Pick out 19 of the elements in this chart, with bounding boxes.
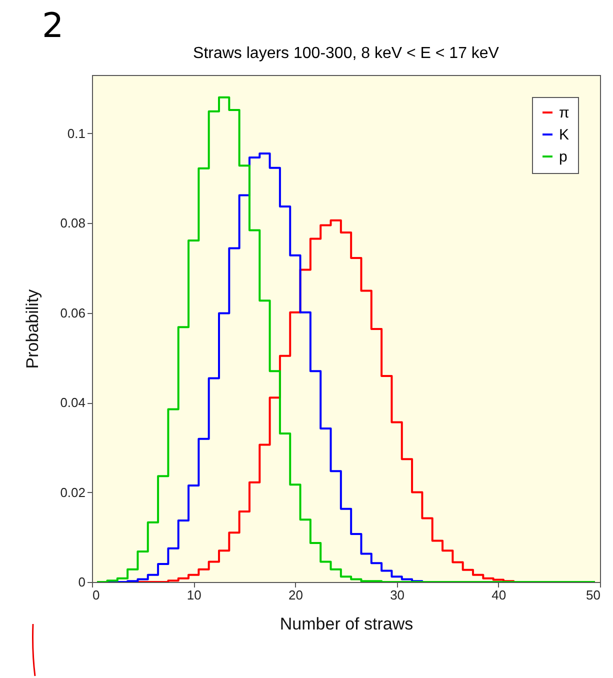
y-tick-label: 0.06 xyxy=(60,305,86,320)
legend-label: p xyxy=(559,148,568,166)
x-axis-title: Number of straws xyxy=(280,614,414,634)
x-tick-label: 0 xyxy=(92,588,100,602)
x-tick-label: 50 xyxy=(586,588,600,602)
legend-label: K xyxy=(559,126,570,144)
y-axis-title: Probability xyxy=(23,288,42,369)
y-tick-label: 0.1 xyxy=(67,126,86,141)
y-tick-label: 0 xyxy=(78,574,86,590)
y-tick-label: 0.08 xyxy=(60,216,86,231)
text: 2 xyxy=(42,6,64,46)
y-tick-label: 0.02 xyxy=(60,484,86,500)
x-tick-label: 30 xyxy=(390,588,405,602)
x-tick-label: 40 xyxy=(492,588,506,602)
x-tick-label: 20 xyxy=(288,588,303,602)
legend-label: π xyxy=(559,104,570,122)
chart-title: Straws layers 100-300, 8 keV < E < 17 keV xyxy=(193,45,500,62)
x-tick-label: 10 xyxy=(186,588,202,602)
y-tick-label: 0.04 xyxy=(60,395,86,410)
